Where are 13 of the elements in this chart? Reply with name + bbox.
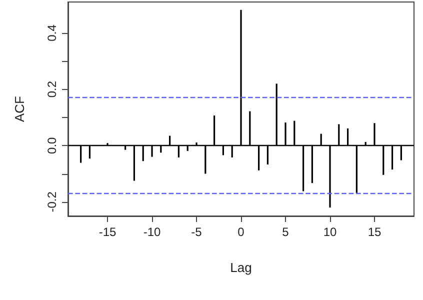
x-tick-label: 15 — [368, 225, 382, 239]
y-tick-label: -0.2 — [45, 191, 59, 212]
x-tick-label: 5 — [282, 225, 290, 239]
x-tick-label: -15 — [98, 225, 117, 239]
y-tick-label: 0.2 — [45, 80, 59, 98]
x-tick-label: -5 — [191, 225, 202, 239]
x-tick-label: 10 — [323, 225, 337, 239]
y-axis-title: ACF — [12, 96, 27, 122]
x-tick-label: 0 — [238, 225, 245, 239]
x-tick-label: -10 — [143, 225, 162, 239]
y-tick-label: 0.0 — [45, 136, 59, 154]
y-tick-label: 0.4 — [45, 24, 59, 42]
x-axis-title: Lag — [230, 260, 252, 275]
